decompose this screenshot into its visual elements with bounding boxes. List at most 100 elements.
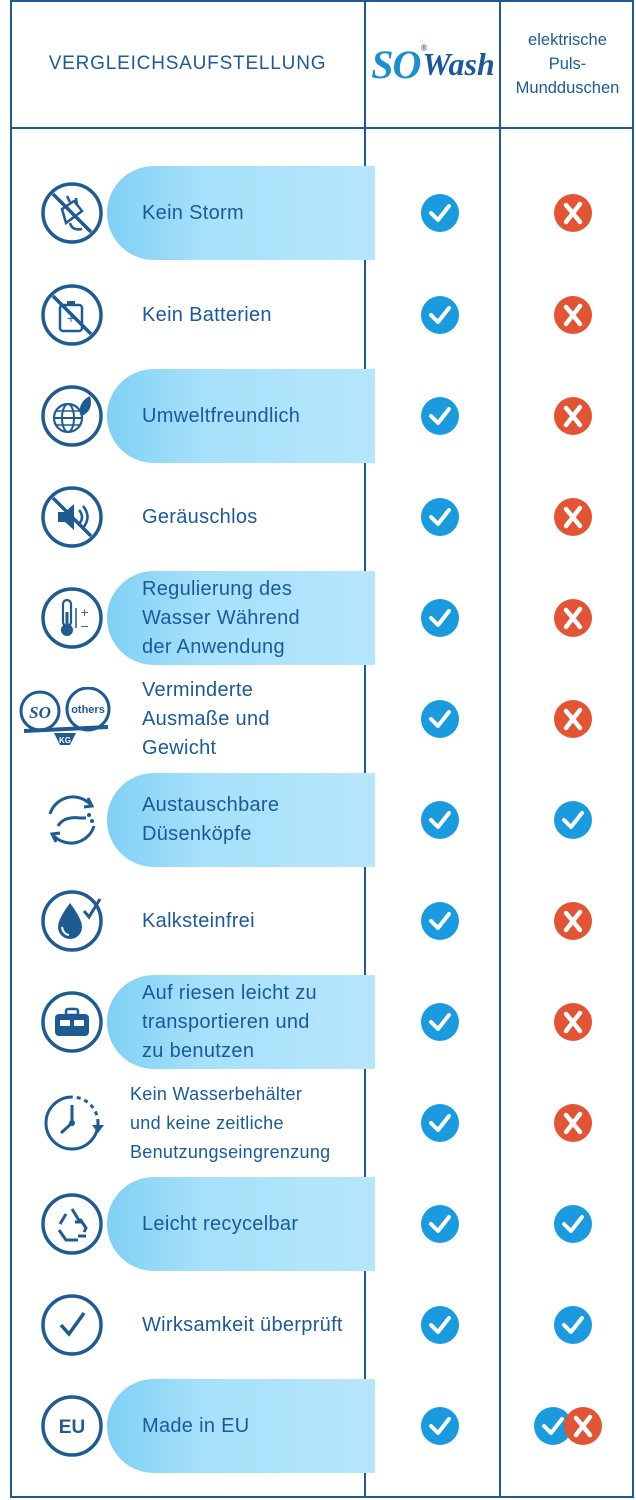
table-row: SO others KG Verminderte Ausmaße und Gewicht [12,672,632,766]
competitor-header-line: elektrische [528,31,607,49]
feature-label: Auf riesen leicht zu transportieren und zu… [142,975,377,1069]
feature-label-line: Geräuschlos [142,505,258,528]
scale-icon: SO others KG [18,686,114,751]
svg-text:−: − [80,620,89,633]
competitor-check-icon [553,800,593,840]
feature-label-line: zu benutzen [142,1039,255,1062]
checkmark-circle-icon [40,1293,104,1357]
highlight-band [107,571,375,665]
feature-label-line: Ausmaße und [142,707,270,730]
highlight-band [107,1177,375,1271]
feature-label-line: Kein Batterien [142,303,272,326]
competitor-check-icon [553,1305,593,1345]
feature-label: Verminderte Ausmaße und Gewicht [142,672,377,766]
feature-label-line: Verminderte [142,678,254,701]
sowash-check-icon [420,598,460,638]
table-frame [10,0,634,1498]
table-row: Wirksamkeit überprüft [12,1278,632,1372]
table-row: Geräuschlos [12,470,632,564]
sowash-check-icon [420,1305,460,1345]
nozzle-exchange-icon [40,788,104,852]
sowash-check-icon [420,1103,460,1143]
feature-label-line: Gewicht [142,736,217,759]
highlight-band [107,166,375,260]
svg-text:others: others [71,704,105,716]
feature-label-line: Regulierung des [142,577,293,600]
header-divider [10,127,634,129]
competitor-cross-icon [553,295,593,335]
table-row: Kein Wasserbehälter und keine zeitliche Be… [12,1076,632,1170]
table-row: Kein Storm [12,166,632,260]
sowash-check-icon [420,396,460,436]
column-divider-1 [364,0,366,1498]
svg-text:EU: EU [59,1417,85,1438]
table-row: Austauschbare Düsenköpfe [12,773,632,867]
feature-label: Kein Wasserbehälter und keine zeitliche Be… [130,1076,365,1170]
table-row: Umweltfreundlich [12,369,632,463]
thermometer-icon: + − [40,586,104,650]
highlight-band [107,773,375,867]
sowash-check-icon [420,1406,460,1446]
highlight-band [107,975,375,1069]
feature-label: Wirksamkeit überprüft [142,1278,377,1372]
table-row: Kalksteinfrei [12,874,632,968]
competitor-check-cross-icon [533,1406,605,1446]
competitor-header: elektrische Puls- Mundduschen [501,0,634,128]
svg-text:KG: KG [59,736,71,745]
competitor-cross-icon [553,1103,593,1143]
feature-label: Regulierung des Wasser Während der Anwendu… [142,571,377,665]
feature-label: Kalksteinfrei [142,874,377,968]
water-drop-check-icon [40,889,104,953]
feature-label-line: Umweltfreundlich [142,404,301,427]
logo-wash-text: Wash [422,45,495,82]
globe-leaf-icon [40,384,104,448]
competitor-cross-icon [553,193,593,233]
travel-bag-icon [40,990,104,1054]
feature-label-line: Austauschbare [142,794,280,816]
feature-label-line: Wirksamkeit überprüft [142,1313,343,1336]
competitor-cross-icon [553,699,593,739]
feature-label: Leicht recycelbar [142,1177,377,1271]
feature-label-line: Kein Wasserbehälter [130,1083,303,1104]
feature-label: Kein Storm [142,166,377,260]
feature-label-line: Kalksteinfrei [142,909,255,932]
feature-label-line: Wasser Während [142,606,300,629]
sowash-check-icon [420,1204,460,1244]
table-row: EU Made in EU [12,1379,632,1473]
feature-label-line: Kein Storm [142,201,244,224]
sowash-check-icon [420,699,460,739]
logo-so-text: SO ® [371,41,427,87]
feature-label-line: der Anwendung [142,635,285,658]
feature-label-line: und keine zeitliche [130,1112,284,1133]
competitor-cross-icon [553,497,593,537]
sowash-check-icon [420,901,460,941]
competitor-header-line: Puls- [548,55,587,73]
competitor-cross-icon [553,598,593,638]
competitor-cross-icon [553,1002,593,1042]
competitor-check-icon [553,1204,593,1244]
sowash-check-icon [420,1002,460,1042]
sowash-check-icon [420,497,460,537]
feature-label: Austauschbare Düsenköpfe [142,773,377,867]
feature-label-line: Düsenköpfe [142,823,252,845]
eu-icon: EU [40,1394,104,1458]
feature-label: Made in EU [142,1379,377,1473]
feature-label-line: Leicht recycelbar [142,1212,299,1235]
recycle-icon [40,1192,104,1256]
feature-label: Umweltfreundlich [142,369,377,463]
mute-speaker-icon [40,485,104,549]
table-row: Auf riesen leicht zu transportieren und zu… [12,975,632,1069]
no-plug-icon [40,181,104,245]
feature-label-line: Benutzungseingrenzung [130,1141,331,1162]
sowash-check-icon [420,800,460,840]
feature-label: Geräuschlos [142,470,377,564]
svg-text:+: + [80,606,89,619]
table-row: Leicht recycelbar [12,1177,632,1271]
svg-text:+: + [66,312,75,325]
feature-label: Kein Batterien [142,268,377,362]
no-battery-icon: + [40,283,104,347]
highlight-band [107,1379,375,1473]
table-title: VERGLEICHSAUFSTELLUNG [48,53,327,74]
feature-label-line: transportieren und [142,1010,310,1033]
feature-label-line: Auf riesen leicht zu [142,981,317,1004]
